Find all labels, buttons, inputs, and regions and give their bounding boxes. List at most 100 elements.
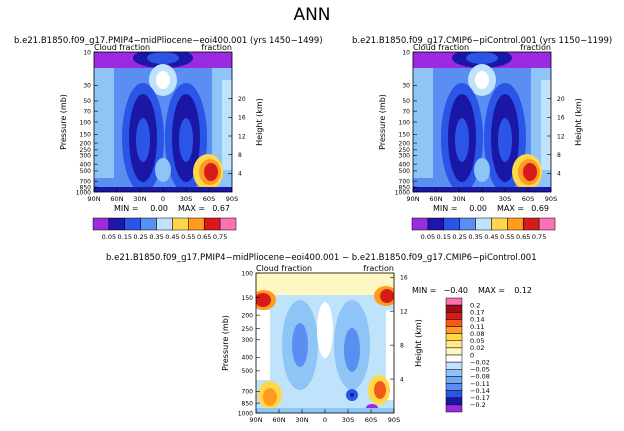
panel-1-x-ticks: 90N 60N 30N 0 30S 60S 90S <box>87 188 238 203</box>
y-tick-label: 700 <box>242 389 254 396</box>
colorbar-label: 0.08 <box>470 330 484 338</box>
colorbar-label: 0 <box>470 351 474 359</box>
colorbar-swatch <box>140 217 157 231</box>
panel-3-max-label: MAX = <box>478 286 505 295</box>
colorbar-swatch <box>443 217 460 231</box>
x-tick-label: 30S <box>342 416 354 424</box>
colorbar-swatch <box>219 217 237 231</box>
panel-3-min-value: −0.40 <box>443 286 468 295</box>
y-tick-label: 150 <box>242 295 254 302</box>
colorbar-swatch <box>538 217 556 231</box>
colorbar-swatch <box>445 326 463 334</box>
y-tick-label: 200 <box>242 312 254 319</box>
panel-2-x-ticks: 90N 60N 30N 0 30S 60S 90S <box>406 188 557 203</box>
panel-2-ylabel: Pressure (mb) <box>378 94 387 150</box>
panel-2-title: b.e21.B1850.f09_g17.CMIP6−piControl.001 … <box>352 36 612 46</box>
x-tick-label: 90S <box>388 416 400 424</box>
y-tick-label: 50 <box>402 98 410 105</box>
colorbar-swatch <box>475 217 492 231</box>
y-tick-label: 400 <box>80 161 92 168</box>
y-tick-label: 300 <box>80 153 92 160</box>
colorbar-label: 0.14 <box>470 316 484 324</box>
colorbar-swatch <box>445 340 463 349</box>
colorbar-label: 0.35 <box>468 233 482 241</box>
colorbar-swatch <box>491 217 508 231</box>
y2-tick-label: 16 <box>557 115 565 122</box>
y-tick-label: 400 <box>242 355 254 362</box>
y-tick-label: 850 <box>399 184 411 191</box>
x-tick-label: 30N <box>295 416 308 424</box>
colorbar-swatch <box>203 217 221 231</box>
x-tick-label: 90N <box>87 195 100 203</box>
colorbar-label: 0.05 <box>470 337 484 345</box>
colorbar-swatch <box>172 217 189 231</box>
colorbar-label: 0.25 <box>452 233 466 241</box>
y-tick-label: 850 <box>80 184 92 191</box>
colorbar-swatch <box>156 217 173 231</box>
panel-3-min-label: MIN = <box>412 286 437 295</box>
y-tick-label: 300 <box>242 337 254 344</box>
x-tick-label: 60S <box>365 416 377 424</box>
y2-tick-label: 4 <box>557 171 561 178</box>
colorbar-label: 0.65 <box>516 233 530 241</box>
panel-2: b.e21.B1850.f09_g17.CMIP6−piControl.001 … <box>352 36 612 241</box>
colorbar-label: 0.65 <box>197 233 211 241</box>
colorbar-label: −0.08 <box>470 373 490 381</box>
y-tick-label: 250 <box>242 326 254 333</box>
panel-3-y-ticks: 100 150 200 250 300 400 500 700 850 1000 <box>238 270 260 417</box>
y-tick-label: 30 <box>83 83 91 90</box>
x-tick-label: 90S <box>545 195 557 203</box>
colorbar-label: 0.11 <box>470 323 484 331</box>
y-tick-label: 10 <box>83 49 91 56</box>
panel-2-max-label: MAX = <box>497 204 524 213</box>
colorbar-swatch <box>427 217 445 231</box>
panel-1-max-label: MAX = <box>178 204 205 213</box>
colorbar-swatch <box>522 217 540 231</box>
x-tick-label: 30N <box>133 195 146 203</box>
y-tick-label: 100 <box>242 270 254 277</box>
colorbar-label: 0.55 <box>500 233 514 241</box>
colorbar-label: 0.55 <box>181 233 195 241</box>
x-tick-label: 60N <box>429 195 442 203</box>
colorbar-label: 0.75 <box>213 233 227 241</box>
colorbar-swatch <box>445 297 463 306</box>
y-tick-label: 100 <box>399 119 411 126</box>
y-tick-label: 200 <box>80 140 92 147</box>
x-tick-label: 90S <box>226 195 238 203</box>
y-tick-label: 1000 <box>238 410 253 417</box>
colorbar-swatch <box>188 217 205 231</box>
colorbar-swatch <box>445 347 463 356</box>
y-tick-label: 150 <box>399 132 411 139</box>
colorbar-label: −0.14 <box>470 387 490 395</box>
x-tick-label: 30N <box>452 195 465 203</box>
colorbar-swatch <box>108 217 126 231</box>
panel-3-y2label: Height (km) <box>414 319 423 367</box>
y-tick-label: 700 <box>399 178 411 185</box>
colorbar-label: 0.2 <box>470 301 480 309</box>
colorbar-swatch <box>445 361 463 370</box>
panel-1-min-value: 0.00 <box>150 204 168 213</box>
colorbar-swatch <box>445 376 463 384</box>
colorbar-label: 0.05 <box>421 233 435 241</box>
y-tick-label: 300 <box>399 153 411 160</box>
y-tick-label: 50 <box>83 98 91 105</box>
colorbar-swatch <box>445 319 463 327</box>
colorbar-label: 0.15 <box>118 233 132 241</box>
x-tick-label: 90N <box>249 416 262 424</box>
colorbar-swatch <box>459 217 476 231</box>
colorbar-swatch <box>92 217 110 231</box>
panel-3-ylabel: Pressure (mb) <box>221 315 230 371</box>
y-tick-label: 70 <box>83 108 91 115</box>
y-tick-label: 30 <box>402 83 410 90</box>
y2-tick-label: 20 <box>557 96 565 103</box>
panel-1-colorbar: 0.05 0.15 0.25 0.35 0.45 0.55 0.65 0.75 <box>92 217 237 241</box>
x-tick-label: 60S <box>522 195 534 203</box>
x-tick-label: 60N <box>110 195 123 203</box>
x-tick-label: 30S <box>180 195 192 203</box>
y-tick-label: 100 <box>80 119 92 126</box>
panel-1-title: b.e21.B1850.f09_g17.PMIP4−midPliocene−eo… <box>14 36 323 46</box>
panel-2-max-value: 0.69 <box>531 204 549 213</box>
